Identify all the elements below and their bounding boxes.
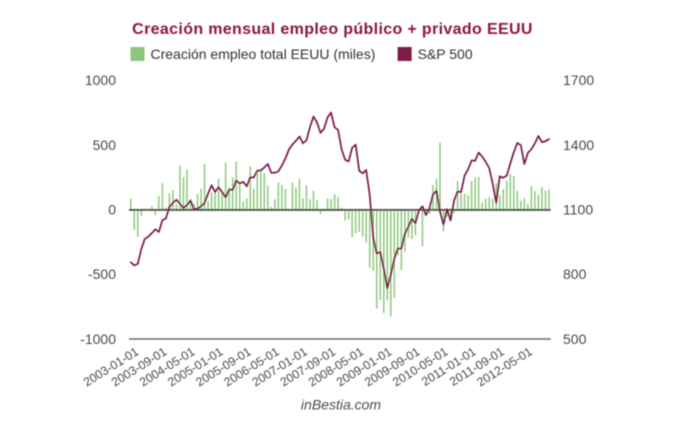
svg-text:1400: 1400 — [563, 137, 594, 153]
svg-text:1700: 1700 — [563, 72, 594, 88]
svg-text:-500: -500 — [88, 266, 116, 282]
svg-text:inBestia.com: inBestia.com — [301, 396, 381, 412]
svg-text:0: 0 — [108, 202, 116, 218]
svg-text:Creación empleo total EEUU (mi: Creación empleo total EEUU (miles) — [151, 46, 376, 62]
svg-text:Creación mensual empleo públic: Creación mensual empleo público + privad… — [132, 21, 533, 38]
svg-text:500: 500 — [93, 137, 117, 153]
svg-text:1000: 1000 — [85, 72, 116, 88]
svg-text:1100: 1100 — [563, 202, 593, 218]
svg-text:-1000: -1000 — [80, 331, 116, 347]
svg-text:800: 800 — [563, 266, 587, 282]
svg-text:S&P 500: S&P 500 — [418, 46, 473, 62]
svg-text:500: 500 — [563, 331, 587, 347]
